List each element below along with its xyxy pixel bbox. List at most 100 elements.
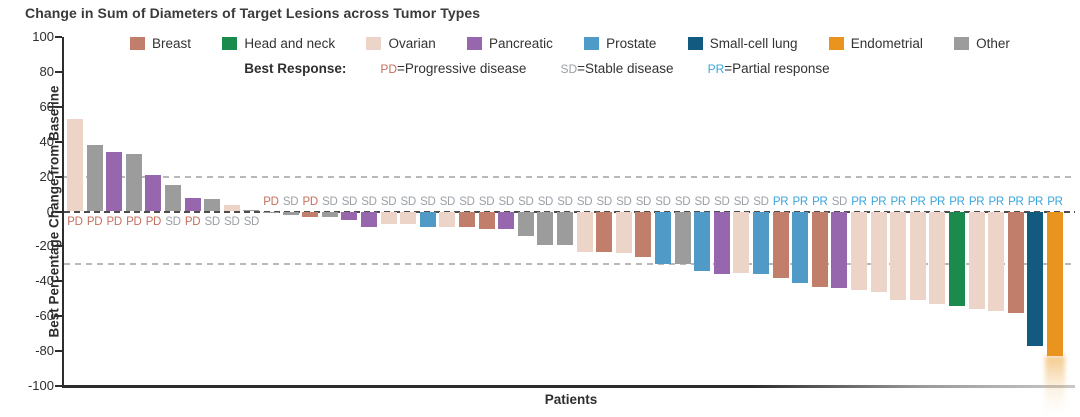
bar-response-label: SD bbox=[439, 195, 456, 208]
y-tick-label: 80 bbox=[39, 63, 54, 79]
waterfall-bar bbox=[615, 211, 632, 254]
bar-response-label: PD bbox=[302, 195, 318, 208]
bar-response-label: PR bbox=[968, 195, 985, 208]
dashed-gridline bbox=[64, 262, 1075, 265]
waterfall-bar bbox=[968, 211, 985, 310]
waterfall-bar bbox=[831, 211, 848, 289]
y-tick-mark bbox=[55, 105, 62, 108]
y-tick-label: -60 bbox=[35, 308, 54, 324]
waterfall-bar bbox=[1027, 211, 1044, 346]
bar-response-label: SD bbox=[557, 195, 573, 208]
bar-response-label: SD bbox=[753, 195, 769, 208]
waterfall-bar bbox=[811, 211, 828, 287]
waterfall-bar bbox=[184, 197, 201, 212]
response-legend-item-pd: PD=Progressive disease bbox=[380, 61, 526, 76]
waterfall-bar bbox=[125, 153, 142, 212]
legend-swatch-icon bbox=[130, 37, 145, 50]
bar-response-label: SD bbox=[596, 195, 612, 208]
bar-response-label: SD bbox=[400, 195, 416, 208]
bar-response-label: SD bbox=[341, 195, 358, 208]
y-tick-label: 60 bbox=[39, 98, 54, 114]
y-tick-mark bbox=[55, 140, 62, 143]
bar-response-label: SD bbox=[224, 215, 240, 228]
waterfall-bar bbox=[537, 211, 554, 245]
y-tick-mark bbox=[55, 280, 62, 283]
bar-response-label: PD bbox=[145, 215, 162, 228]
bar-response-label: PD bbox=[67, 215, 83, 228]
waterfall-bar bbox=[596, 211, 613, 252]
response-legend-item-pr: PR=Partial response bbox=[708, 61, 830, 76]
bar-response-label: SD bbox=[380, 195, 397, 208]
bar-response-label: SD bbox=[576, 195, 593, 208]
bar-response-label: PR bbox=[870, 195, 887, 208]
waterfall-bar bbox=[713, 211, 730, 275]
y-tick-mark bbox=[55, 245, 62, 248]
waterfall-bar bbox=[106, 152, 123, 212]
y-axis-line bbox=[62, 37, 64, 386]
legend-swatch-icon bbox=[687, 37, 703, 50]
bar-response-label: SD bbox=[635, 195, 652, 208]
legend-item-endometrial: Endometrial bbox=[828, 36, 923, 51]
legend-best-response: Best Response: PD=Progressive disease SD=… bbox=[62, 61, 1012, 76]
bar-response-label: PD bbox=[126, 215, 142, 228]
bar-response-label: SD bbox=[478, 195, 495, 208]
y-tick-label: 100 bbox=[32, 29, 54, 44]
waterfall-bar bbox=[67, 119, 83, 212]
response-legend-item-sd: SD=Stable disease bbox=[560, 61, 673, 76]
legend-label: Pancreatic bbox=[489, 36, 553, 51]
bar-response-label: PD bbox=[184, 215, 201, 228]
y-tick-label: 20 bbox=[39, 168, 54, 184]
legend-swatch-icon bbox=[222, 37, 238, 50]
waterfall-bar bbox=[165, 185, 181, 212]
y-tick-mark bbox=[55, 210, 62, 213]
bar-response-label: PR bbox=[851, 195, 867, 208]
y-tick-mark bbox=[55, 315, 62, 318]
bar-response-label: SD bbox=[498, 195, 514, 208]
waterfall-bar bbox=[909, 211, 926, 301]
waterfall-bar bbox=[635, 211, 652, 257]
y-tick-mark bbox=[55, 36, 62, 38]
legend-swatch-icon bbox=[467, 37, 483, 50]
y-tick-label: -80 bbox=[35, 343, 54, 359]
waterfall-bar bbox=[282, 211, 299, 215]
waterfall-bar bbox=[1047, 211, 1063, 357]
bar-response-label: PR bbox=[792, 195, 808, 208]
bar-response-label: SD bbox=[361, 195, 377, 208]
waterfall-bar bbox=[419, 211, 436, 228]
response-code: PD bbox=[380, 62, 397, 76]
waterfall-bar bbox=[694, 211, 711, 271]
waterfall-bar bbox=[870, 211, 887, 292]
waterfall-bar bbox=[1007, 211, 1024, 313]
response-label: =Progressive disease bbox=[397, 61, 527, 76]
waterfall-bar bbox=[498, 211, 515, 229]
bar-response-label: SD bbox=[459, 195, 475, 208]
waterfall-bar bbox=[145, 174, 162, 212]
bar-response-label: SD bbox=[733, 195, 750, 208]
legend-item-other: Other bbox=[954, 36, 1010, 51]
bar-response-label: PR bbox=[1047, 195, 1063, 208]
waterfall-bar bbox=[517, 211, 534, 236]
bar-response-label: PR bbox=[988, 195, 1004, 208]
waterfall-bar bbox=[674, 211, 691, 264]
bar-response-label: SD bbox=[831, 195, 848, 208]
bar-response-label: PR bbox=[772, 195, 789, 208]
plot-area: PD PD PD PD PD SD PD SD SD SD PD SD PD SD SD SD SD SD SD SD… bbox=[55, 36, 1080, 414]
y-tick-label: -40 bbox=[35, 273, 54, 289]
bar-response-label: SD bbox=[674, 195, 691, 208]
waterfall-bar bbox=[851, 211, 867, 291]
glow-artifact bbox=[1045, 356, 1065, 414]
response-code: SD bbox=[560, 62, 578, 76]
legend-swatch-icon bbox=[828, 37, 844, 50]
bar-response-label: PD bbox=[106, 215, 122, 228]
y-tick-mark bbox=[55, 70, 62, 73]
waterfall-bar bbox=[576, 211, 593, 252]
waterfall-bar bbox=[86, 145, 103, 212]
legend-item-breast: Breast bbox=[130, 36, 191, 51]
waterfall-bar bbox=[988, 211, 1005, 311]
response-code: PR bbox=[707, 62, 725, 76]
bar-response-label: SD bbox=[204, 215, 220, 228]
waterfall-bar bbox=[223, 204, 240, 212]
waterfall-bar bbox=[772, 211, 789, 278]
legend-item-ovarian: Ovarian bbox=[366, 36, 436, 51]
response-label: =Stable disease bbox=[577, 61, 674, 76]
